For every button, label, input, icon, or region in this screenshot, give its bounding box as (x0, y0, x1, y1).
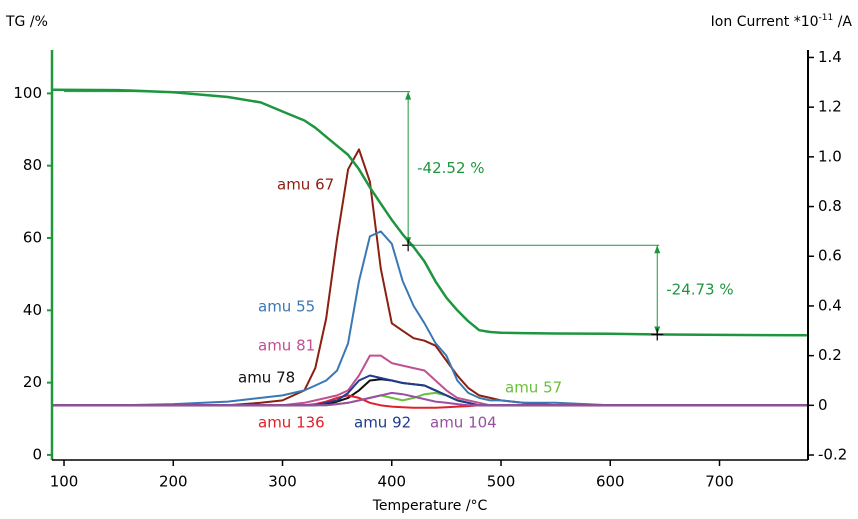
y2-tick-label: 0 (818, 396, 828, 414)
series-line (53, 148, 807, 407)
y2-tick-label: 1.0 (818, 147, 842, 165)
x-tick-label: 300 (268, 473, 297, 491)
x-tick-label: 600 (596, 473, 625, 491)
y2-tick-label: 0.2 (818, 346, 842, 364)
series-label: amu 136 (258, 414, 325, 432)
step-point (651, 328, 664, 341)
series-label: amu 78 (238, 369, 295, 387)
series-line (53, 88, 807, 337)
y2-tick-label: 1.2 (818, 98, 842, 116)
series-label: amu 104 (430, 414, 497, 432)
series-label: amu 92 (354, 414, 411, 432)
y-tick-label: 80 (23, 156, 42, 174)
x-tick-label: 500 (487, 473, 516, 491)
y2-axis-title-exp: -11 (819, 13, 834, 23)
series-label: amu 55 (258, 298, 315, 316)
series-label: amu 81 (258, 337, 315, 355)
y-tick-label: 0 (32, 445, 42, 463)
step-label: -24.73 % (666, 280, 733, 298)
y-tick-label: 40 (23, 301, 42, 319)
step-label: -42.52 % (417, 159, 484, 177)
x-axis-title: Temperature /°C (372, 498, 488, 514)
arrow-head (405, 91, 412, 100)
y2-tick-label: 1.4 (818, 48, 842, 66)
x-tick-label: 100 (50, 473, 79, 491)
series-line (53, 354, 807, 407)
x-tick-label: 200 (159, 473, 188, 491)
y2-axis-title: Ion Current *10-11 /A (711, 13, 853, 31)
y2-tick-label: -0.2 (818, 446, 847, 464)
series-label: amu 57 (505, 379, 562, 397)
y2-tick-label: 0.4 (818, 296, 842, 314)
series-label: amu 67 (277, 176, 334, 194)
y-tick-label: 20 (23, 373, 42, 391)
y-tick-label: 60 (23, 229, 42, 247)
series-line (53, 230, 807, 407)
x-tick-label: 400 (377, 473, 406, 491)
y2-tick-label: 0.8 (818, 197, 842, 215)
x-tick-label: 700 (705, 473, 734, 491)
y2-axis-title-unit: /A (833, 14, 852, 30)
series-line (53, 391, 807, 407)
y-tick-label: 100 (13, 84, 42, 102)
y2-tick-label: 0.6 (818, 247, 842, 265)
arrow-head (654, 245, 661, 254)
series-line (53, 378, 807, 407)
y-axis-title: TG /% (5, 14, 48, 30)
y2-axis-title-base: Ion Current *10 (711, 14, 819, 30)
